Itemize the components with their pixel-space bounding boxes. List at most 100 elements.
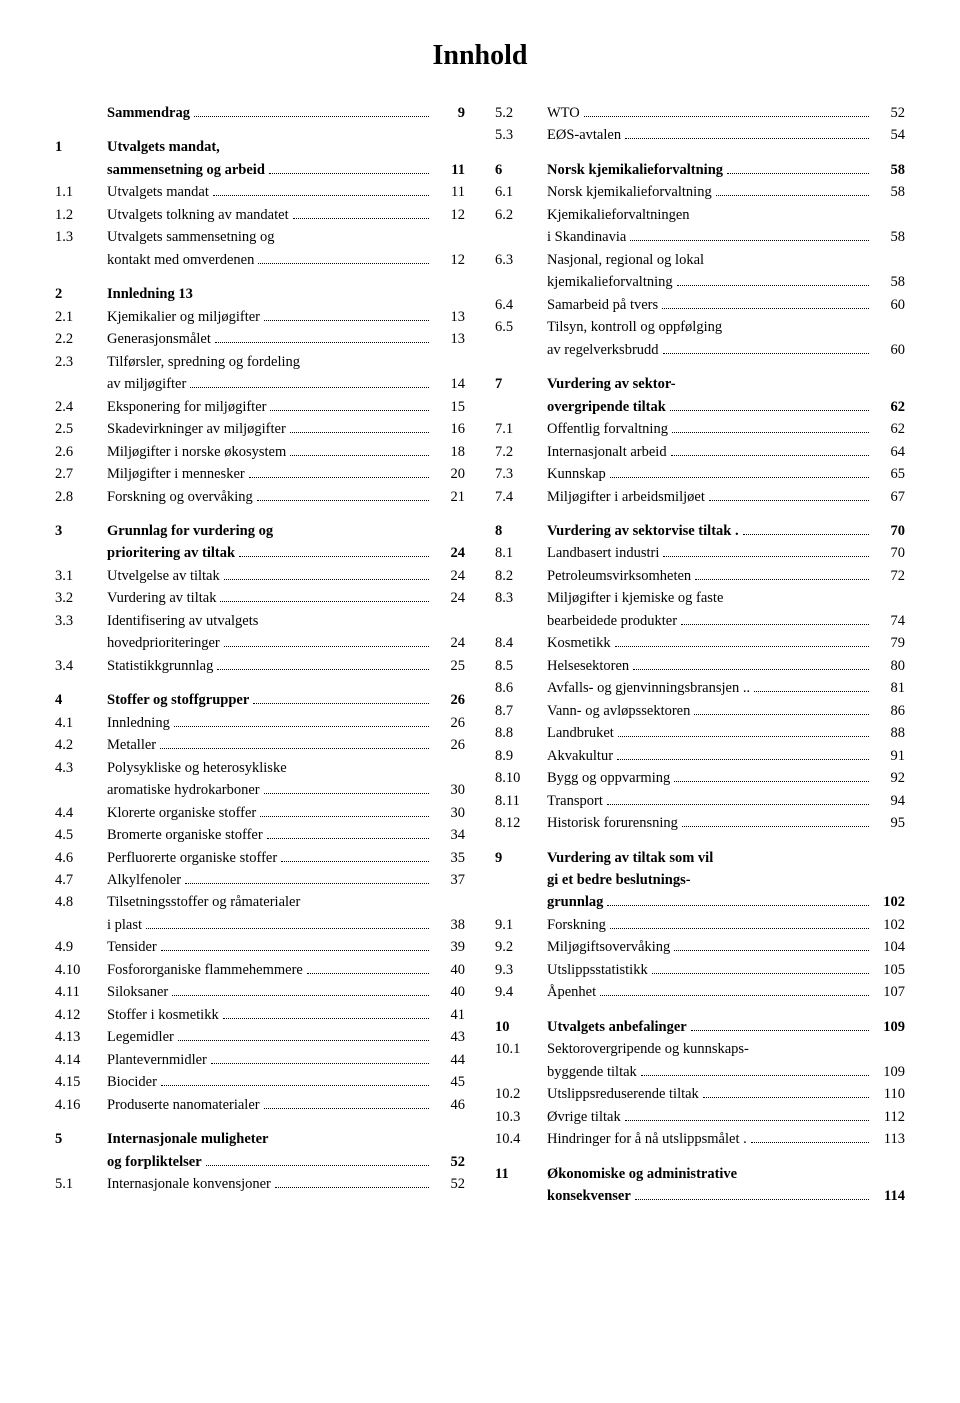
toc-number: 10.4 [495,1128,547,1150]
toc-gap [55,271,465,283]
toc-label: Metaller [107,734,156,756]
toc-leader-dots [290,432,429,433]
toc-leader-dots [600,995,869,996]
toc-leader-dots [625,138,869,139]
toc-number: 9.2 [495,936,547,958]
toc-label: Grunnlag for vurdering og [107,520,273,542]
toc-label: hovedprioriteringer [107,632,220,654]
toc-number: 4.8 [55,891,107,913]
toc-number: 2.7 [55,463,107,485]
toc-gap [55,1116,465,1128]
toc-label: Skadevirkninger av miljøgifter [107,418,286,440]
toc-label: konsekvenser [547,1185,631,1207]
toc-page-number: 60 [873,339,905,361]
toc-page-number: 26 [433,712,465,734]
toc-page-number: 62 [873,396,905,418]
toc-gap [55,508,465,520]
toc-page-number: 24 [433,587,465,609]
toc-row: 9.1Forskning102 [495,914,905,936]
toc-row: 8.12Historisk forurensning95 [495,812,905,834]
toc-leader-dots [584,116,869,117]
toc-row: 5.1Internasjonale konvensjoner52 [55,1173,465,1195]
toc-page-number: 114 [873,1185,905,1207]
toc-label: Eksponering for miljøgifter [107,396,266,418]
toc-row: 7.3Kunnskap65 [495,463,905,485]
toc-number: 2.1 [55,306,107,328]
toc-leader-dots [652,973,869,974]
toc-leader-dots [257,500,429,501]
toc-label: Tilsetningsstoffer og råmaterialer [107,891,300,913]
toc-leader-dots [610,477,869,478]
toc-number: 2.4 [55,396,107,418]
toc-number: 4.13 [55,1026,107,1048]
toc-label: Øvrige tiltak [547,1106,621,1128]
toc-row: 4.10Fosfororganiske flammehemmere40 [55,959,465,981]
toc-number: 5.1 [55,1173,107,1195]
toc-number: 8.12 [495,812,547,834]
toc-row: 4.6Perfluorerte organiske stoffer35 [55,847,465,869]
toc-row: 3.2Vurdering av tiltak24 [55,587,465,609]
toc-number: 3.4 [55,655,107,677]
toc-page-number: 81 [873,677,905,699]
toc-number: 4.7 [55,869,107,891]
toc-label: Stoffer i kosmetikk [107,1004,219,1026]
toc-leader-dots [641,1075,869,1076]
toc-page-number: 13 [433,306,465,328]
toc-leader-dots [264,793,429,794]
toc-row: overgripende tiltak62 [495,396,905,418]
toc-page-number: 13 [433,328,465,350]
toc-number: 2.2 [55,328,107,350]
toc-row: 9Vurdering av tiltak som vil [495,847,905,869]
toc-page-number: 60 [873,294,905,316]
toc-row: 4.9Tensider39 [55,936,465,958]
toc-leader-dots [663,556,869,557]
toc-label: Vurdering av tiltak som vil [547,847,713,869]
toc-row: og forpliktelser52 [55,1151,465,1173]
toc-leader-dots [224,646,429,647]
toc-number: 11 [495,1163,547,1185]
toc-label: Internasjonalt arbeid [547,441,667,463]
toc-row: 4Stoffer og stoffgrupper26 [55,689,465,711]
toc-gap [55,124,465,136]
toc-page-number: 52 [873,102,905,124]
toc-page-number: 12 [433,204,465,226]
toc-gap [495,508,905,520]
toc-number: 9.4 [495,981,547,1003]
toc-leader-dots [630,240,869,241]
toc-label: Vurdering av tiltak [107,587,216,609]
toc-page-number: 30 [433,779,465,801]
toc-row: 2.8Forskning og overvåking21 [55,486,465,508]
toc-number: 6 [495,159,547,181]
toc-label: av regelverksbrudd [547,339,659,361]
toc-row: 2.4Eksponering for miljøgifter15 [55,396,465,418]
toc-leader-dots [260,816,429,817]
toc-gap [55,677,465,689]
toc-row: kontakt med omverdenen12 [55,249,465,271]
toc-row: 8.11Transport94 [495,790,905,812]
toc-row: 2.5Skadevirkninger av miljøgifter16 [55,418,465,440]
toc-number: 8.6 [495,677,547,699]
toc-page-number: 16 [433,418,465,440]
toc-label: prioritering av tiltak [107,542,235,564]
toc-leader-dots [677,285,869,286]
toc-page-number: 58 [873,181,905,203]
toc-row: byggende tiltak109 [495,1061,905,1083]
toc-label: Offentlig forvaltning [547,418,668,440]
toc-page-number: 41 [433,1004,465,1026]
toc-label: Plantevernmidler [107,1049,207,1071]
toc-number: 6.3 [495,249,547,271]
toc-page-number: 43 [433,1026,465,1048]
toc-leader-dots [625,1120,869,1121]
toc-page-number: 40 [433,981,465,1003]
toc-row: 3.4Statistikkgrunnlag25 [55,655,465,677]
toc-row: 2.2Generasjonsmålet13 [55,328,465,350]
toc-row: grunnlag102 [495,891,905,913]
toc-leader-dots [615,646,869,647]
toc-label: Legemidler [107,1026,174,1048]
toc-number: 8.10 [495,767,547,789]
toc-label: Utvalgets tolkning av mandatet [107,204,289,226]
toc-label: Polysykliske og heterosykliske [107,757,287,779]
toc-label: Nasjonal, regional og lokal [547,249,704,271]
toc-row: 4.13Legemidler 43 [55,1026,465,1048]
toc-page-number: 110 [873,1083,905,1105]
